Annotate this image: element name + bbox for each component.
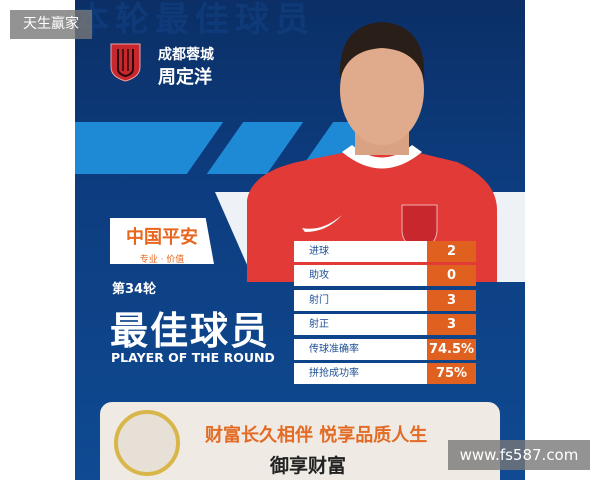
stat-value: 3 bbox=[427, 314, 476, 336]
title-cn: 最佳球员 bbox=[110, 309, 271, 353]
ad-banner: 财富长久相伴 悦享品质人生 御享财富 bbox=[100, 402, 500, 480]
stat-label: 助攻 bbox=[294, 265, 427, 287]
player-photo bbox=[247, 22, 497, 282]
sponsor-name: 中国平安 bbox=[126, 227, 198, 248]
player-name: 周定洋 bbox=[158, 67, 212, 88]
watermark-top: 天生赢家 bbox=[10, 10, 92, 39]
stat-label: 射门 bbox=[294, 289, 427, 311]
stat-row: 进球 2 bbox=[294, 241, 476, 262]
title-en: PLAYER OF THE ROUND bbox=[111, 350, 275, 365]
stat-label: 射正 bbox=[294, 314, 427, 336]
stat-value: 75% bbox=[427, 362, 476, 384]
stats-table: 进球 2 助攻 0 射门 3 射正 3 传球准确率 74.5% 拼抢成功率 75% bbox=[294, 241, 476, 387]
team-crest-icon bbox=[110, 43, 141, 82]
stat-value: 3 bbox=[427, 289, 476, 311]
team-name: 成都蓉城 bbox=[158, 47, 214, 63]
stat-row: 射正 3 bbox=[294, 314, 476, 336]
stat-label: 传球准确率 bbox=[294, 338, 427, 360]
stat-label: 进球 bbox=[294, 241, 427, 262]
stat-row: 助攻 0 bbox=[294, 265, 476, 287]
sponsor-logo: 中国平安 专业 · 价值 bbox=[110, 218, 214, 264]
stat-value: 2 bbox=[427, 241, 476, 262]
round-label: 第34轮 bbox=[112, 282, 157, 297]
stat-value: 0 bbox=[427, 265, 476, 287]
stat-row: 传球准确率 74.5% bbox=[294, 338, 476, 360]
stat-row: 射门 3 bbox=[294, 289, 476, 311]
ad-product: 御享财富 bbox=[270, 455, 347, 477]
sponsor-tagline: 专业 · 价值 bbox=[139, 255, 185, 265]
background-text: 本轮最佳球员 bbox=[75, 0, 315, 40]
stat-label: 拼抢成功率 bbox=[294, 362, 427, 384]
stat-value: 74.5% bbox=[427, 338, 476, 360]
decor-stripe bbox=[75, 122, 224, 174]
watermark-bottom: www.fs587.com bbox=[448, 440, 590, 470]
coin-image bbox=[114, 410, 180, 476]
ad-slogan: 财富长久相伴 悦享品质人生 bbox=[205, 425, 428, 446]
player-of-round-poster: 本轮最佳球员 成都蓉城 周定洋 中国平安 专业 · 价值 第34轮 最佳球员 P… bbox=[75, 0, 525, 480]
stat-row: 拼抢成功率 75% bbox=[294, 362, 476, 384]
